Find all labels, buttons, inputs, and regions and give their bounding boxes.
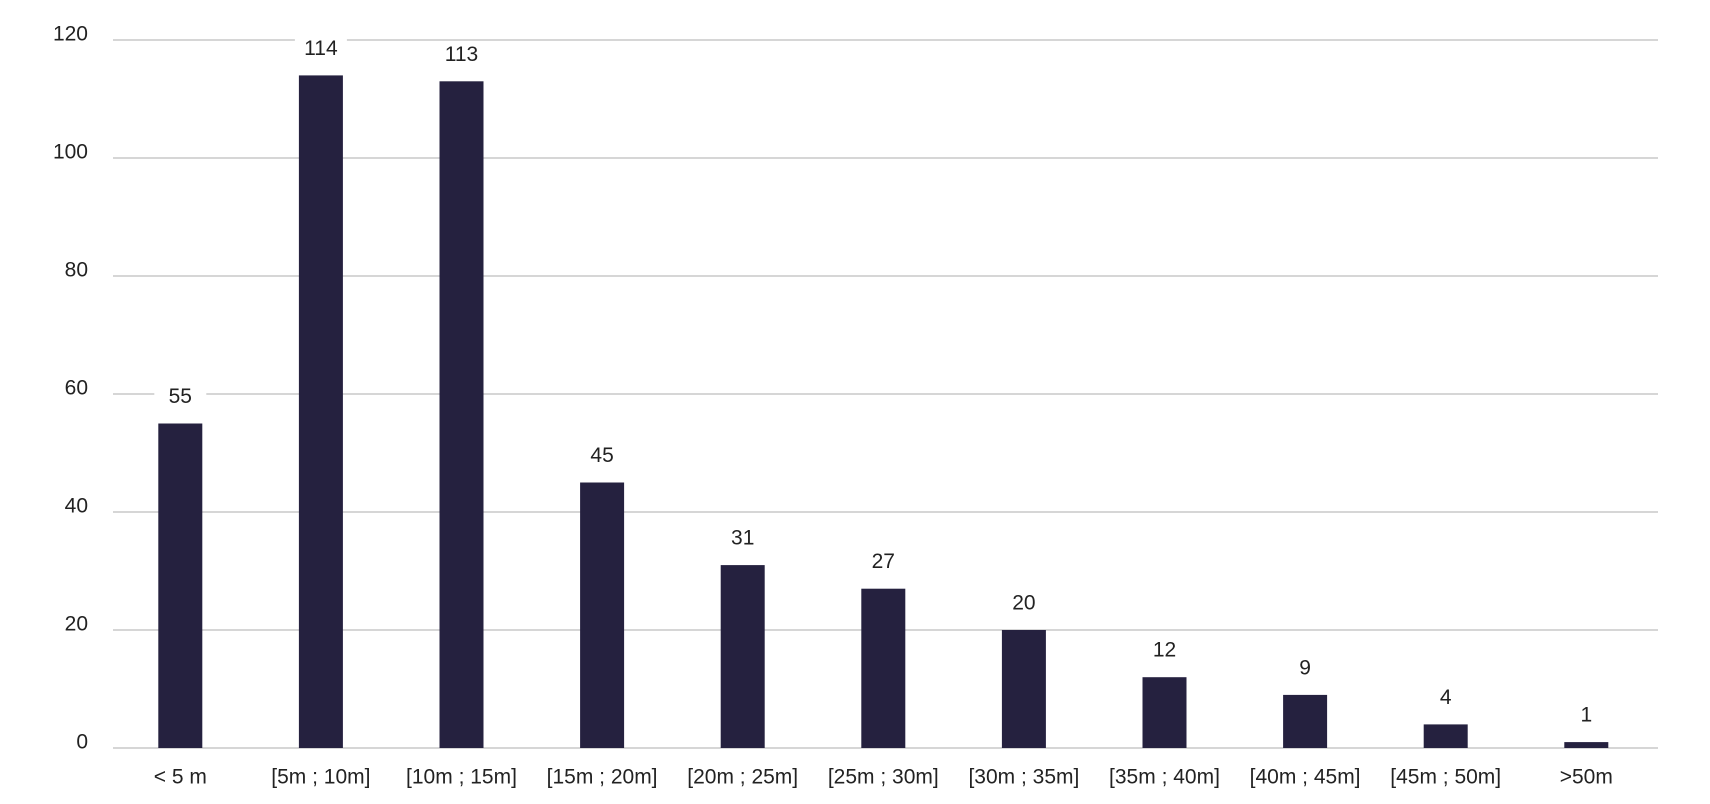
bar: [439, 81, 484, 749]
value-label-background: [294, 35, 347, 64]
value-label: 1: [1580, 704, 1592, 727]
value-label-background: [576, 442, 629, 471]
value-label: 27: [872, 550, 895, 573]
x-tick-label: [30m ; 35m]: [968, 766, 1079, 789]
value-label-background: [857, 548, 910, 577]
value-label: 4: [1440, 686, 1452, 709]
x-tick-label: [10m ; 15m]: [406, 766, 517, 789]
y-tick-label: 80: [65, 259, 88, 282]
value-label-background: [997, 590, 1050, 618]
bar: [1142, 677, 1187, 748]
x-tick-label: < 5 m: [154, 766, 207, 789]
value-label: 31: [731, 527, 754, 550]
value-label: 9: [1299, 656, 1311, 679]
bar: [720, 565, 765, 748]
bar: [1001, 630, 1046, 748]
x-tick-label: [25m ; 30m]: [828, 766, 939, 789]
y-tick-label: 40: [65, 495, 88, 518]
value-label-background: [716, 525, 769, 554]
x-tick-label: [15m ; 20m]: [547, 766, 658, 789]
x-tick-label: [35m ; 40m]: [1109, 766, 1220, 789]
y-tick-label: 100: [53, 141, 88, 164]
x-tick-label: [20m ; 25m]: [687, 766, 798, 789]
bar: [580, 482, 625, 748]
value-label: 20: [1012, 592, 1035, 615]
x-tick-label: >50m: [1560, 766, 1613, 789]
bar: [1423, 724, 1468, 748]
bar: [298, 75, 343, 748]
value-label: 113: [445, 43, 478, 66]
x-tick-label: [40m ; 45m]: [1250, 766, 1361, 789]
bar: [158, 423, 203, 748]
value-label-background: [1419, 684, 1472, 713]
y-tick-label: 120: [53, 23, 88, 46]
bar: [1283, 694, 1328, 748]
bar: [861, 588, 906, 748]
value-label-background: [1138, 637, 1191, 666]
value-label: 12: [1153, 639, 1176, 662]
value-label-background: [1279, 654, 1332, 683]
value-label: 114: [304, 37, 338, 60]
value-label: 55: [169, 385, 192, 408]
y-tick-label: 20: [65, 613, 88, 636]
x-tick-label: [45m ; 50m]: [1390, 766, 1501, 789]
y-tick-label: 60: [65, 377, 88, 400]
x-tick-label: [5m ; 10m]: [271, 766, 370, 789]
value-label-background: [1560, 702, 1613, 731]
y-tick-label: 0: [76, 731, 88, 754]
value-label-background: [154, 383, 207, 412]
value-label: 45: [590, 444, 613, 467]
value-label-background: [435, 41, 488, 70]
bar: [1564, 742, 1609, 748]
